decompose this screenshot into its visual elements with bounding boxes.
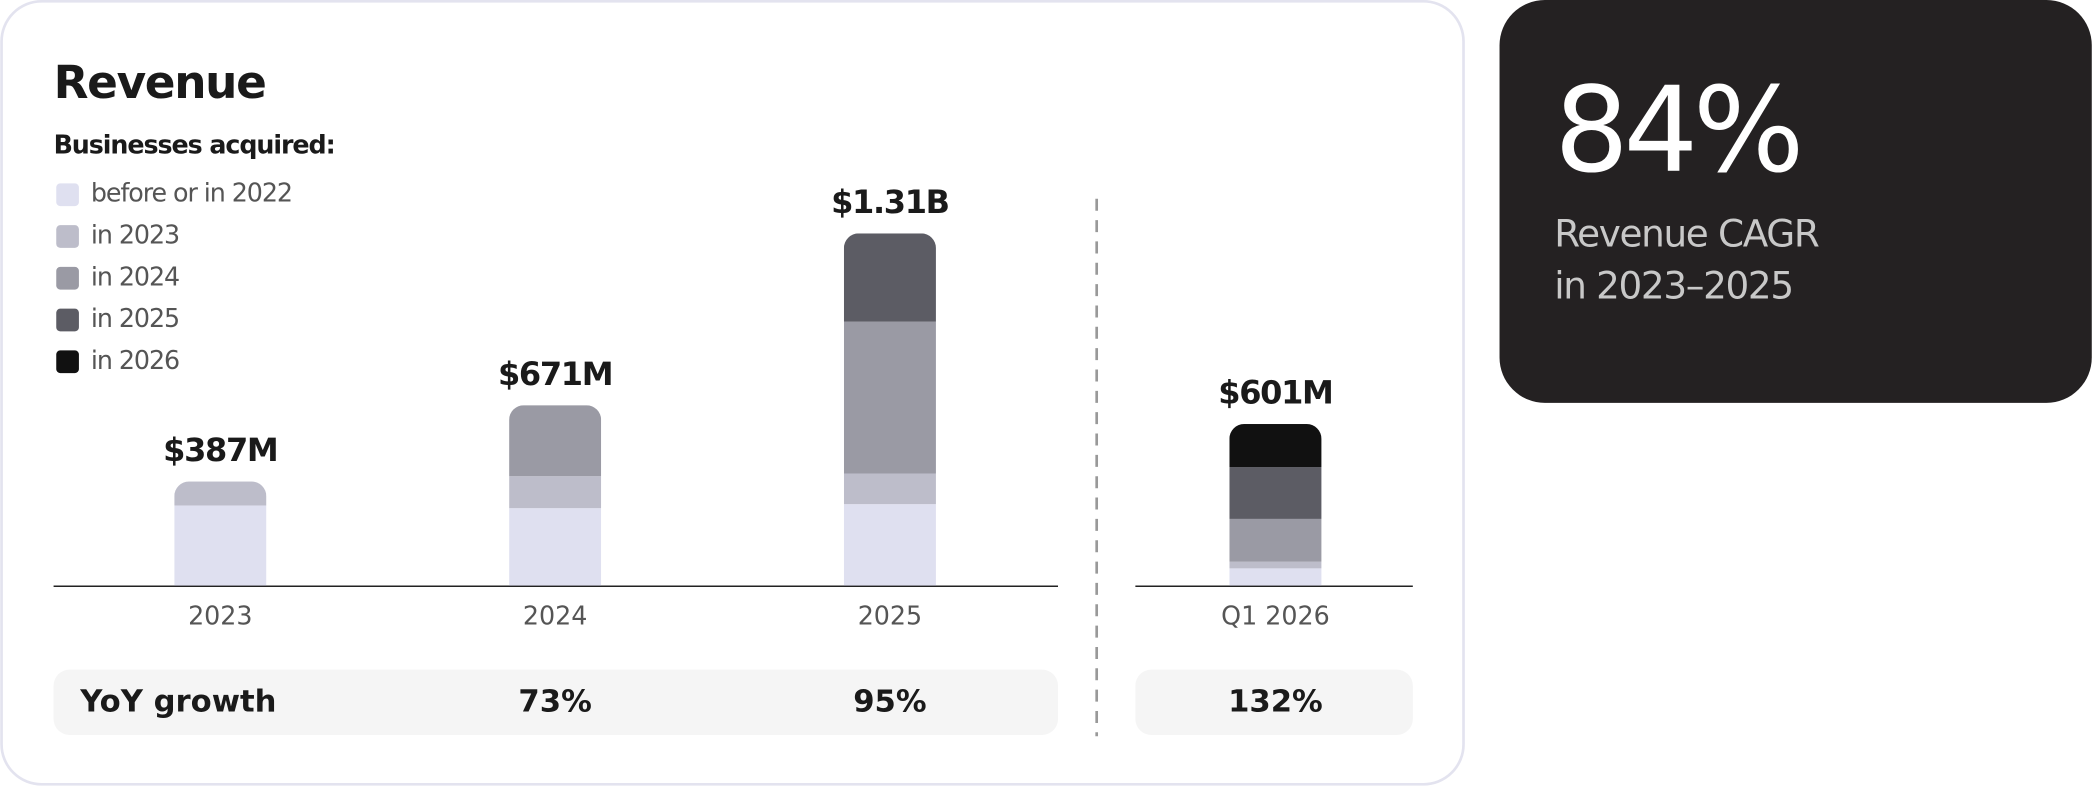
legend-label: in 2025	[91, 303, 179, 333]
kpi-value: 84%	[1554, 62, 1799, 199]
kpi-card	[1499, 0, 2092, 403]
legend-swatch	[56, 350, 79, 374]
x-tick-label: 2023	[188, 601, 252, 631]
bar-segment	[1229, 518, 1322, 562]
bar-segment	[1229, 561, 1322, 569]
bar-segment	[509, 508, 602, 586]
bar-stack	[843, 233, 936, 586]
bar-segment	[1229, 568, 1322, 586]
total-label: $671M	[498, 355, 612, 393]
bar-stack	[174, 481, 267, 586]
legend-label: in 2023	[91, 220, 179, 250]
legend-swatch	[56, 266, 79, 290]
revenue-card	[0, 0, 1465, 786]
bar-segment	[843, 473, 936, 505]
legend-label: in 2024	[91, 261, 179, 291]
kpi-caption: Revenue CAGR	[1554, 212, 1819, 256]
bar-segment	[843, 321, 936, 474]
legend-swatch	[56, 183, 79, 207]
kpi-caption: in 2023–2025	[1554, 264, 1793, 308]
bar-stack	[509, 405, 602, 586]
x-tick-label: 2024	[523, 601, 587, 631]
bar-segment	[509, 476, 602, 509]
total-label: $1.31B	[831, 183, 949, 221]
legend-label: in 2026	[91, 345, 179, 375]
x-tick-label: 2025	[858, 601, 922, 631]
bar-segment	[1229, 467, 1322, 519]
x-tick-label: Q1 2026	[1221, 601, 1330, 631]
bar-segment	[843, 233, 936, 322]
bar-segment	[174, 505, 267, 586]
legend-label: before or in 2022	[91, 178, 292, 208]
bar-segment	[174, 481, 267, 506]
bar-segment	[509, 405, 602, 477]
yoy-row	[53, 669, 1059, 735]
yoy-label: YoY growth	[79, 684, 276, 719]
legend-title: Businesses acquired:	[54, 130, 335, 160]
yoy-value: 73%	[518, 684, 591, 719]
bar-segment	[843, 504, 936, 586]
yoy-row	[1135, 669, 1413, 735]
yoy-value: 132%	[1228, 684, 1323, 719]
legend-swatch	[56, 308, 79, 332]
yoy-value: 95%	[853, 684, 926, 719]
legend-swatch	[56, 225, 79, 248]
total-label: $387M	[163, 431, 277, 469]
bar-segment	[1229, 424, 1322, 468]
total-label: $601M	[1218, 374, 1332, 412]
chart-title: Revenue	[54, 56, 266, 109]
bar-stack	[1229, 424, 1322, 586]
